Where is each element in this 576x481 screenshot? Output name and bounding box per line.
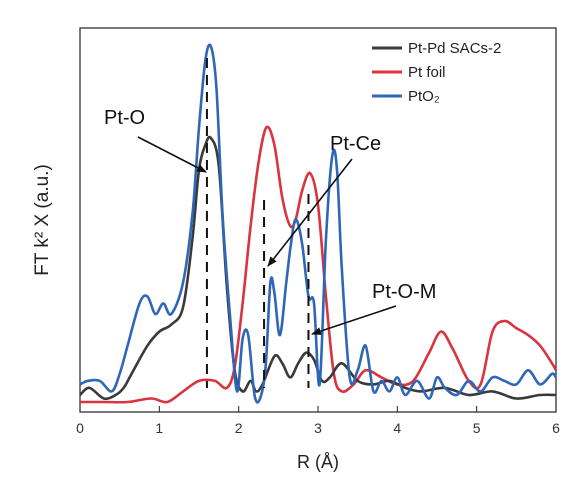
series-line-pt-foil (80, 125, 558, 404)
legend-label-pto2: PtO₂ (408, 88, 440, 105)
legend: Pt-Pd SACs-2 Pt foil PtO₂ (372, 40, 501, 105)
annotation-pt-o-m-arrow (311, 305, 397, 335)
x-tick-label: 1 (155, 420, 163, 436)
annotation-pt-o-label: Pt-O (104, 107, 145, 129)
y-axis-title: FT k² X (a.u.) (32, 164, 53, 276)
legend-label-pt-foil: Pt foil (408, 64, 446, 81)
x-tick-label: 5 (473, 420, 481, 436)
x-tick-label: 0 (76, 420, 84, 436)
annotation-pt-ce-label: Pt-Ce (330, 133, 381, 155)
series-line-pto (79, 43, 558, 404)
annotation-pt-o-arrow (137, 136, 207, 173)
x-tick-label: 6 (552, 420, 560, 436)
x-axis-title: R (Å) (297, 452, 339, 472)
x-tick-label: 3 (314, 420, 322, 436)
annotations: Pt-O Pt-Ce Pt-O-M (104, 107, 436, 335)
x-tick-label: 4 (393, 420, 401, 436)
series-group (79, 43, 558, 404)
reference-lines (205, 58, 310, 388)
legend-label-pt-pd-sacs-2: Pt-Pd SACs-2 (408, 40, 501, 57)
annotation-pt-o-m-label: Pt-O-M (372, 281, 436, 303)
x-tick-label: 2 (235, 420, 243, 436)
annotation-pt-ce-arrow (267, 158, 353, 267)
series-line-pt-pd-sacs-2 (79, 135, 557, 401)
x-ticks: 0 1 2 3 4 5 6 (76, 406, 560, 436)
